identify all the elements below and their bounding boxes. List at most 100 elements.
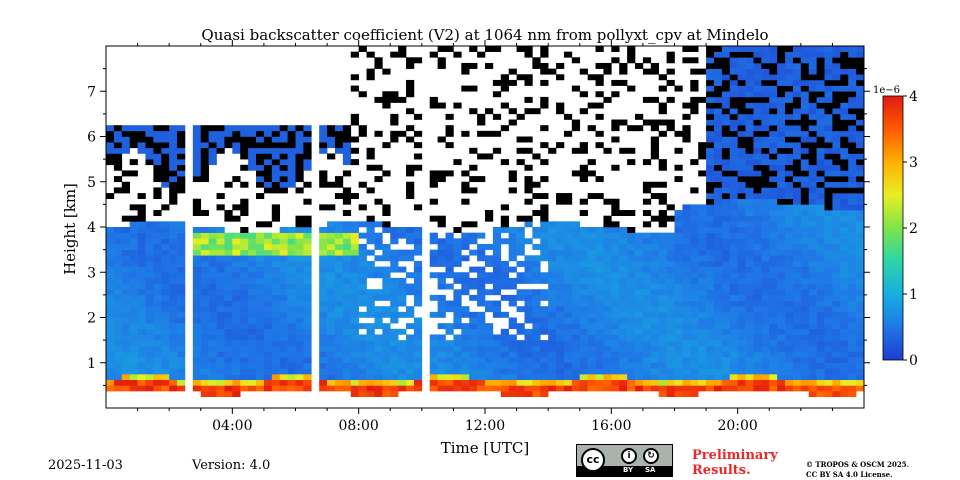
heatmap-cell (153, 260, 162, 267)
heatmap-cell (769, 91, 778, 98)
heatmap-cell (579, 249, 588, 256)
heatmap-cell (169, 193, 178, 200)
heatmap-cell (492, 232, 502, 239)
heatmap-cell (524, 351, 533, 358)
heatmap-cell (816, 227, 825, 233)
heatmap-cell (761, 243, 770, 250)
heatmap-cell (469, 334, 478, 341)
heatmap-cell (469, 311, 478, 318)
heatmap-cell (721, 266, 731, 273)
heatmap-cell (619, 289, 628, 296)
heatmap-cell (200, 300, 209, 307)
heatmap-cell (137, 266, 146, 273)
heatmap-cell (713, 159, 723, 166)
heatmap-cell (713, 289, 723, 296)
heatmap-cell (106, 289, 115, 296)
heatmap-cell (579, 362, 588, 369)
heatmap-cell (729, 210, 738, 216)
heatmap-cell (698, 243, 707, 250)
heatmap-cell (216, 232, 225, 239)
heatmap-cell (453, 379, 462, 386)
heatmap-cell (642, 317, 652, 324)
heatmap-cell (319, 345, 328, 352)
heatmap-cell (382, 351, 391, 358)
heatmap-cell (327, 379, 336, 386)
heatmap-cell (713, 193, 723, 200)
heatmap-cell (792, 181, 802, 188)
heatmap-cell (587, 289, 596, 296)
heatmap-cell (706, 238, 715, 245)
heatmap-cell (334, 340, 344, 347)
heatmap-cell (177, 385, 186, 392)
heatmap-cell (761, 328, 770, 335)
heatmap-cell (611, 255, 620, 262)
heatmap-cell (706, 164, 715, 171)
heatmap-cell (177, 323, 186, 330)
heatmap-cell (137, 374, 146, 381)
heatmap-cell (816, 136, 825, 143)
heatmap-cell (721, 232, 731, 239)
heatmap-cell (571, 243, 581, 250)
heatmap-cell (832, 113, 841, 120)
heatmap-cell (256, 277, 265, 284)
heatmap-cell (485, 340, 494, 347)
heatmap-cell (248, 243, 257, 250)
heatmap-cell (800, 176, 810, 183)
heatmap-cell (729, 181, 738, 188)
x-tick-label: 20:00 (717, 418, 757, 434)
heatmap-cell (571, 345, 581, 352)
heatmap-cell (303, 181, 312, 188)
heatmap-cell (216, 311, 225, 318)
heatmap-cell (500, 340, 509, 347)
heatmap-cell (390, 328, 399, 335)
heatmap-cell (745, 323, 754, 330)
heatmap-cell (287, 260, 296, 267)
heatmap-cell (461, 362, 470, 369)
heatmap-cell (753, 147, 762, 154)
heatmap-cell (785, 51, 794, 58)
heatmap-cell (334, 323, 344, 330)
heatmap-cell (611, 46, 620, 52)
heatmap-cell (792, 198, 802, 205)
heatmap-cell (358, 289, 367, 296)
heatmap-cell (706, 113, 715, 120)
heatmap-cell (579, 272, 588, 279)
heatmap-cell (406, 181, 415, 188)
heatmap-cell (816, 249, 825, 256)
heatmap-cell (769, 379, 778, 386)
heatmap-cell (698, 334, 707, 341)
heatmap-cell (334, 147, 344, 154)
heatmap-cell (256, 130, 265, 137)
heatmap-cell (737, 238, 746, 245)
heatmap-cell (800, 210, 810, 216)
heatmap-cell (721, 345, 731, 352)
heatmap-cell (200, 159, 209, 166)
heatmap-cell (761, 255, 770, 262)
heatmap-cell (713, 385, 723, 392)
heatmap-cell (848, 102, 857, 109)
heatmap-cell (350, 272, 359, 279)
heatmap-cell (808, 125, 817, 132)
heatmap-cell (540, 102, 549, 109)
heatmap-cell (777, 221, 786, 228)
heatmap-cell (832, 249, 841, 256)
heatmap-cell (334, 294, 344, 301)
heatmap-cell (200, 306, 209, 313)
heatmap-cell (729, 74, 738, 81)
heatmap-cell (579, 294, 588, 301)
heatmap-cell (200, 374, 209, 381)
heatmap-cell (113, 187, 123, 194)
heatmap-cell (635, 238, 644, 245)
heatmap-cell (619, 119, 628, 126)
heatmap-cell (777, 153, 786, 160)
heatmap-cell (603, 272, 612, 279)
heatmap-cell (832, 102, 841, 109)
heatmap-cell (792, 176, 802, 183)
heatmap-cell (832, 170, 841, 177)
heatmap-cell (595, 238, 604, 245)
heatmap-cell (516, 147, 525, 154)
heatmap-cell (579, 266, 588, 273)
heatmap-cell (706, 272, 715, 279)
heatmap-cell (737, 260, 746, 267)
heatmap-cell (437, 323, 446, 330)
